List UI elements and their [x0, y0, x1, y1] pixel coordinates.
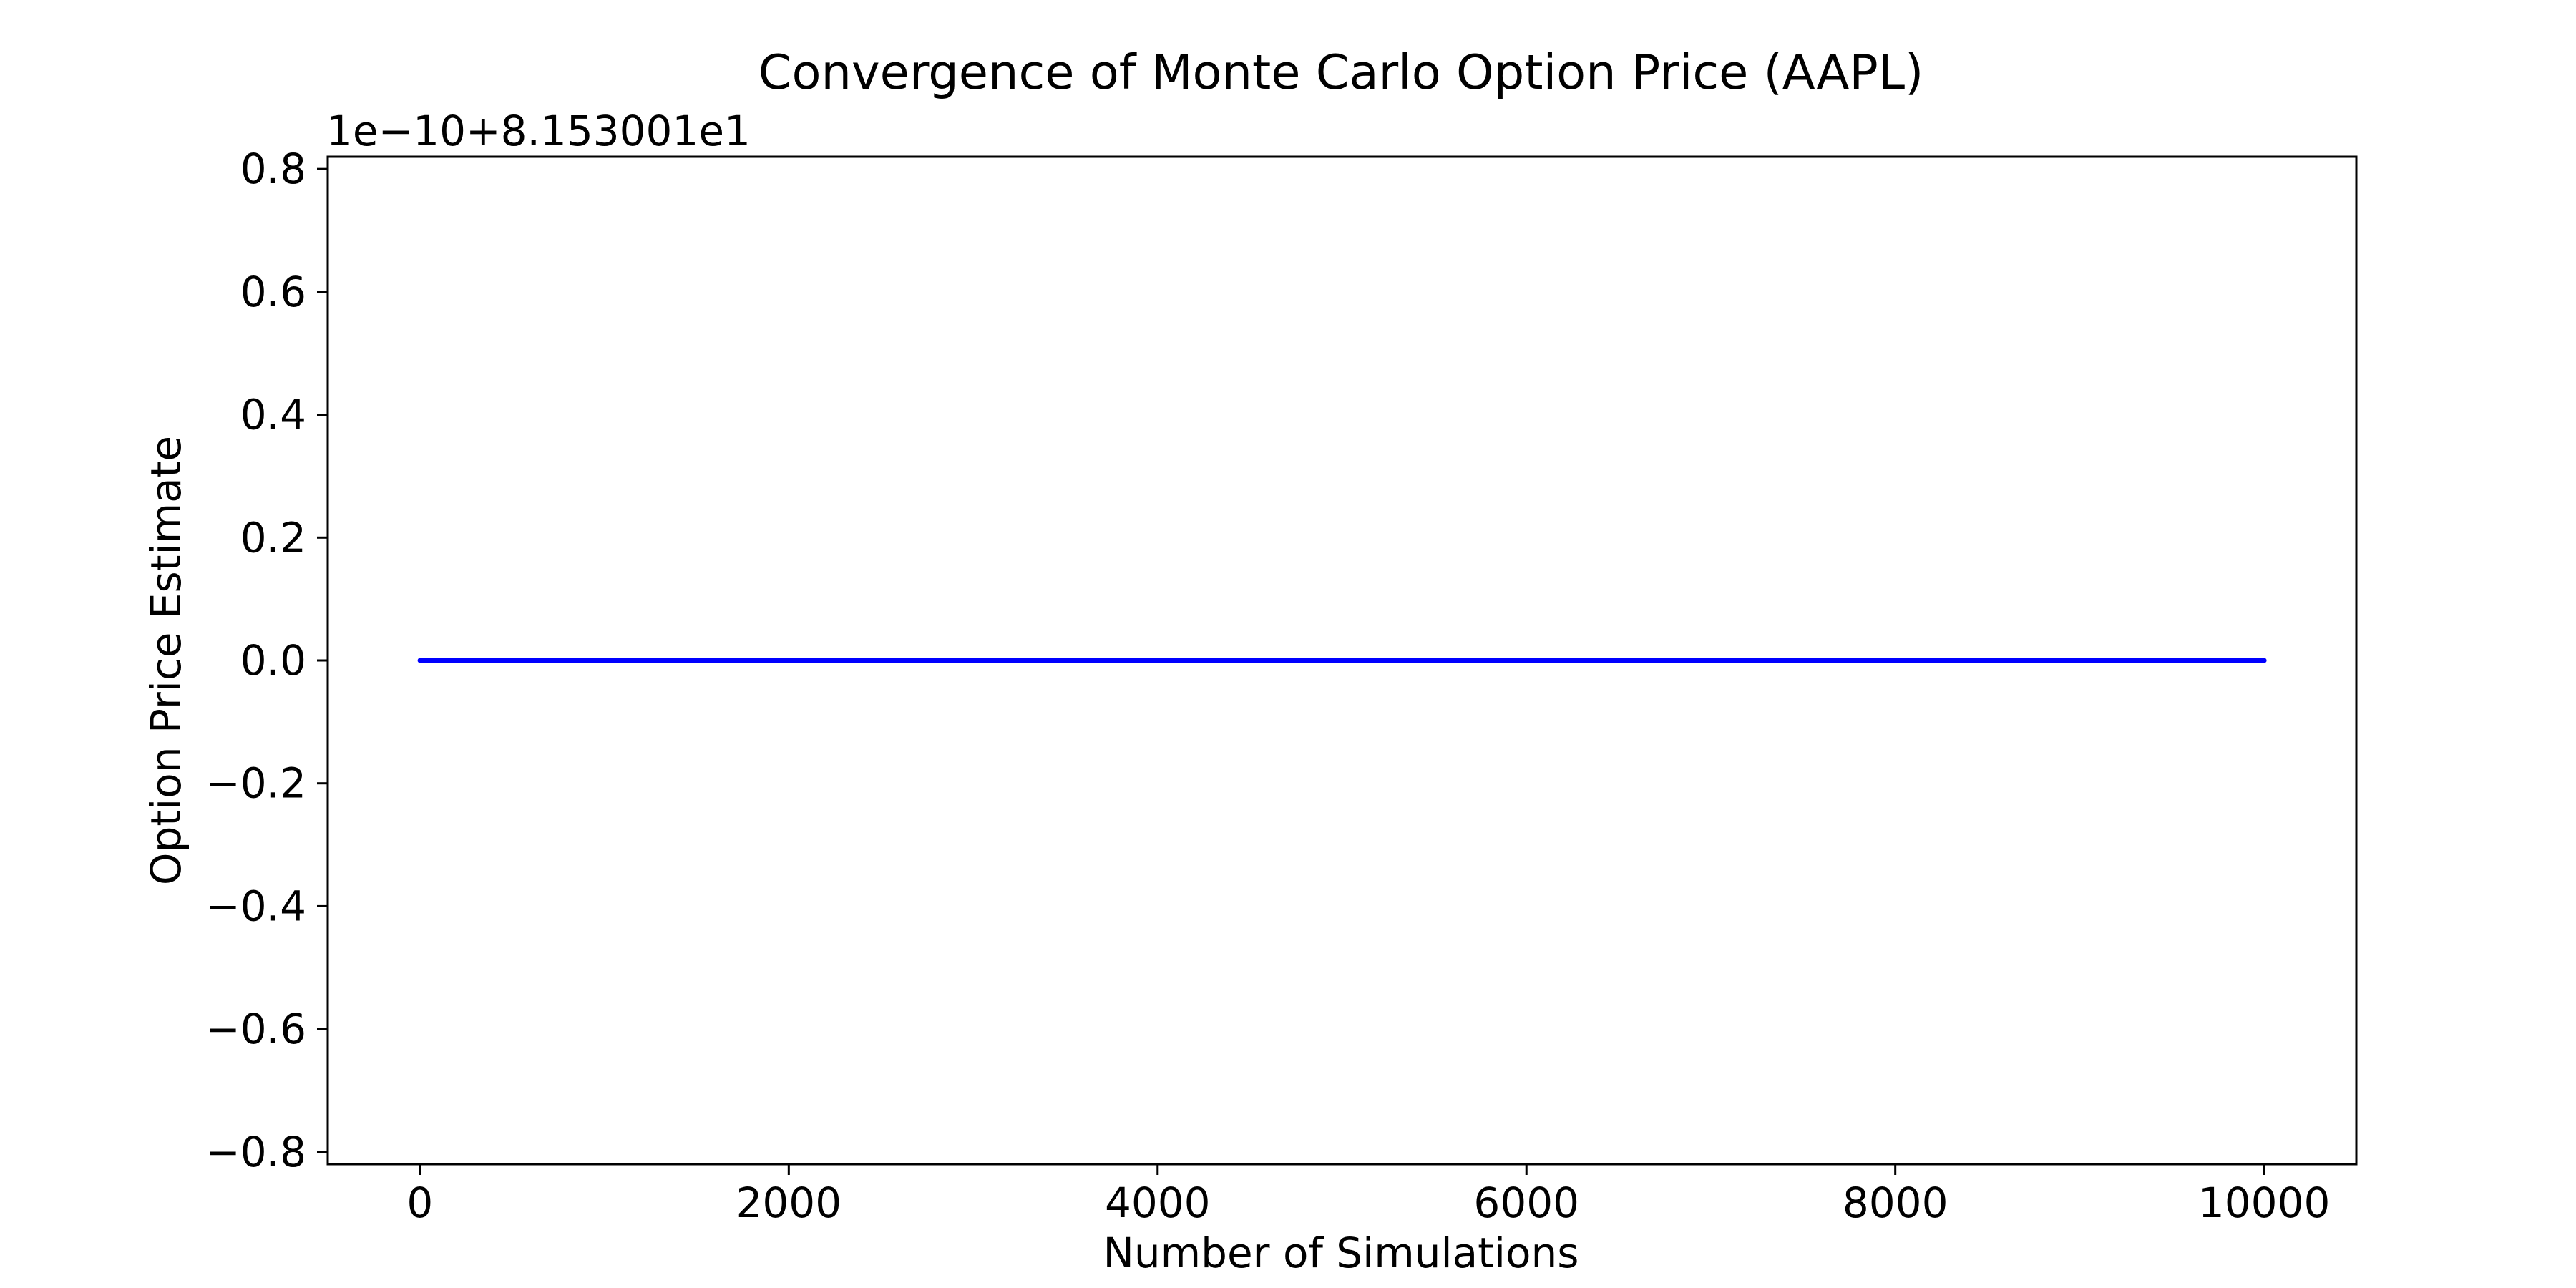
y-tick-label: 0.0 [240, 636, 306, 685]
x-tick-label: 4000 [1105, 1179, 1211, 1227]
x-tick-label: 0 [406, 1179, 433, 1227]
y-axis-label: Option Price Estimate [142, 436, 190, 885]
x-tick-label: 8000 [1843, 1179, 1948, 1227]
y-tick-label: 0.2 [240, 513, 306, 562]
y-tick-label: −0.2 [205, 759, 306, 808]
x-axis-label: Number of Simulations [1103, 1229, 1579, 1277]
y-tick-label: −0.8 [205, 1128, 306, 1176]
plot-frame [326, 155, 2358, 1166]
y-tick-label: 0.8 [240, 145, 306, 193]
y-tick-label: −0.6 [205, 1005, 306, 1053]
x-tick-label: 6000 [1473, 1179, 1579, 1227]
y-axis-offset-label: 1e−10+8.153001e1 [326, 107, 751, 155]
x-tick-label: 2000 [736, 1179, 842, 1227]
y-tick-label: 0.6 [240, 268, 306, 316]
x-axis-ticks: 0 2000 4000 6000 8000 10000 [406, 1164, 2330, 1227]
chart-title: Convergence of Monte Carlo Option Price … [758, 44, 1923, 100]
x-tick-label: 10000 [2198, 1179, 2331, 1227]
y-tick-label: 0.4 [240, 391, 306, 439]
y-tick-label: −0.4 [205, 882, 306, 930]
y-axis-ticks: −0.8 −0.6 −0.4 −0.2 0.0 0.2 0.4 0.6 0.8 [205, 145, 328, 1176]
